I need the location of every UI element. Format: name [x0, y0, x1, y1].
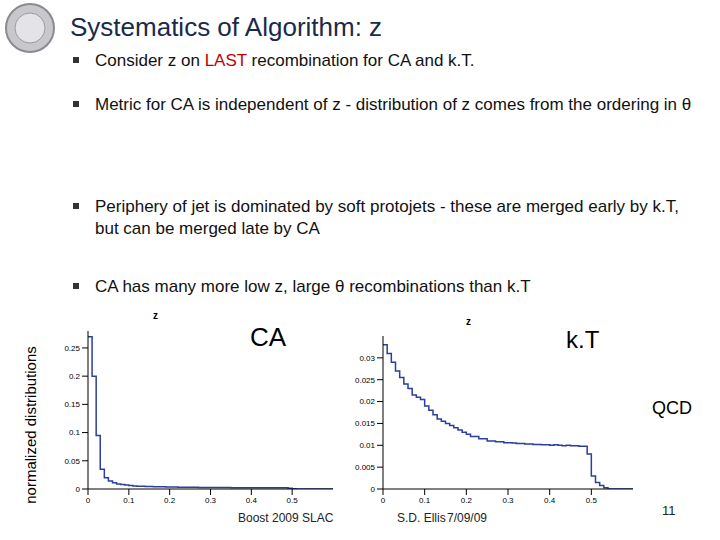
svg-text:0.2: 0.2 [164, 496, 176, 505]
html-text:z: z [466, 316, 471, 327]
html-text:QCD: QCD [652, 398, 692, 418]
svg-text:0.2: 0.2 [461, 496, 473, 505]
html-text:CA: CA [250, 322, 287, 352]
svg-text:0.005: 0.005 [355, 463, 376, 472]
svg-text:0.4: 0.4 [246, 496, 258, 505]
html-text:Periphery of jet is dominated: Periphery of jet is dominated by soft pr… [95, 197, 679, 238]
html-text:normalized distributions: normalized distributions [21, 346, 39, 504]
svg-text:0.15: 0.15 [64, 400, 80, 409]
svg-text:0.02: 0.02 [359, 397, 375, 406]
svg-text:0.3: 0.3 [205, 496, 217, 505]
svg-text:0.3: 0.3 [502, 496, 514, 505]
html-text:CA has many more low z, large: CA has many more low z, large θ recombin… [95, 277, 531, 296]
svg-text:0.05: 0.05 [64, 457, 80, 466]
svg-text:0.1: 0.1 [123, 496, 135, 505]
html-text:Metric for CA is independent o: Metric for CA is independent of z - dist… [95, 95, 692, 114]
svg-text:0.25: 0.25 [64, 344, 80, 353]
html-text:Consider z on LAST recombinati: Consider z on LAST recombination for CA … [95, 51, 475, 70]
html-text:z: z [153, 310, 158, 321]
svg-text:0.5: 0.5 [287, 496, 299, 505]
svg-text:0: 0 [371, 485, 376, 494]
svg-text:0.1: 0.1 [419, 496, 431, 505]
svg-text:0.01: 0.01 [359, 441, 375, 450]
svg-text:0.025: 0.025 [355, 376, 376, 385]
html-text:Systematics of Algorithm: z: Systematics of Algorithm: z [70, 12, 383, 42]
svg-text:0: 0 [76, 485, 81, 494]
svg-text:0.1: 0.1 [69, 428, 81, 437]
html-text:k.T: k.T [566, 326, 600, 353]
html-text:Boost 2009 SLAC: Boost 2009 SLAC [238, 511, 334, 525]
svg-text:0.03: 0.03 [359, 354, 375, 363]
html-text:S.D. Ellis 7/09/09: S.D. Ellis 7/09/09 [397, 511, 487, 525]
svg-text:0.5: 0.5 [586, 496, 598, 505]
svg-text:0: 0 [381, 496, 386, 505]
svg-text:0: 0 [86, 496, 91, 505]
svg-text:0.2: 0.2 [69, 372, 81, 381]
svg-text:0.015: 0.015 [355, 419, 376, 428]
html-text:11: 11 [662, 503, 676, 518]
svg-text:0.4: 0.4 [544, 496, 556, 505]
